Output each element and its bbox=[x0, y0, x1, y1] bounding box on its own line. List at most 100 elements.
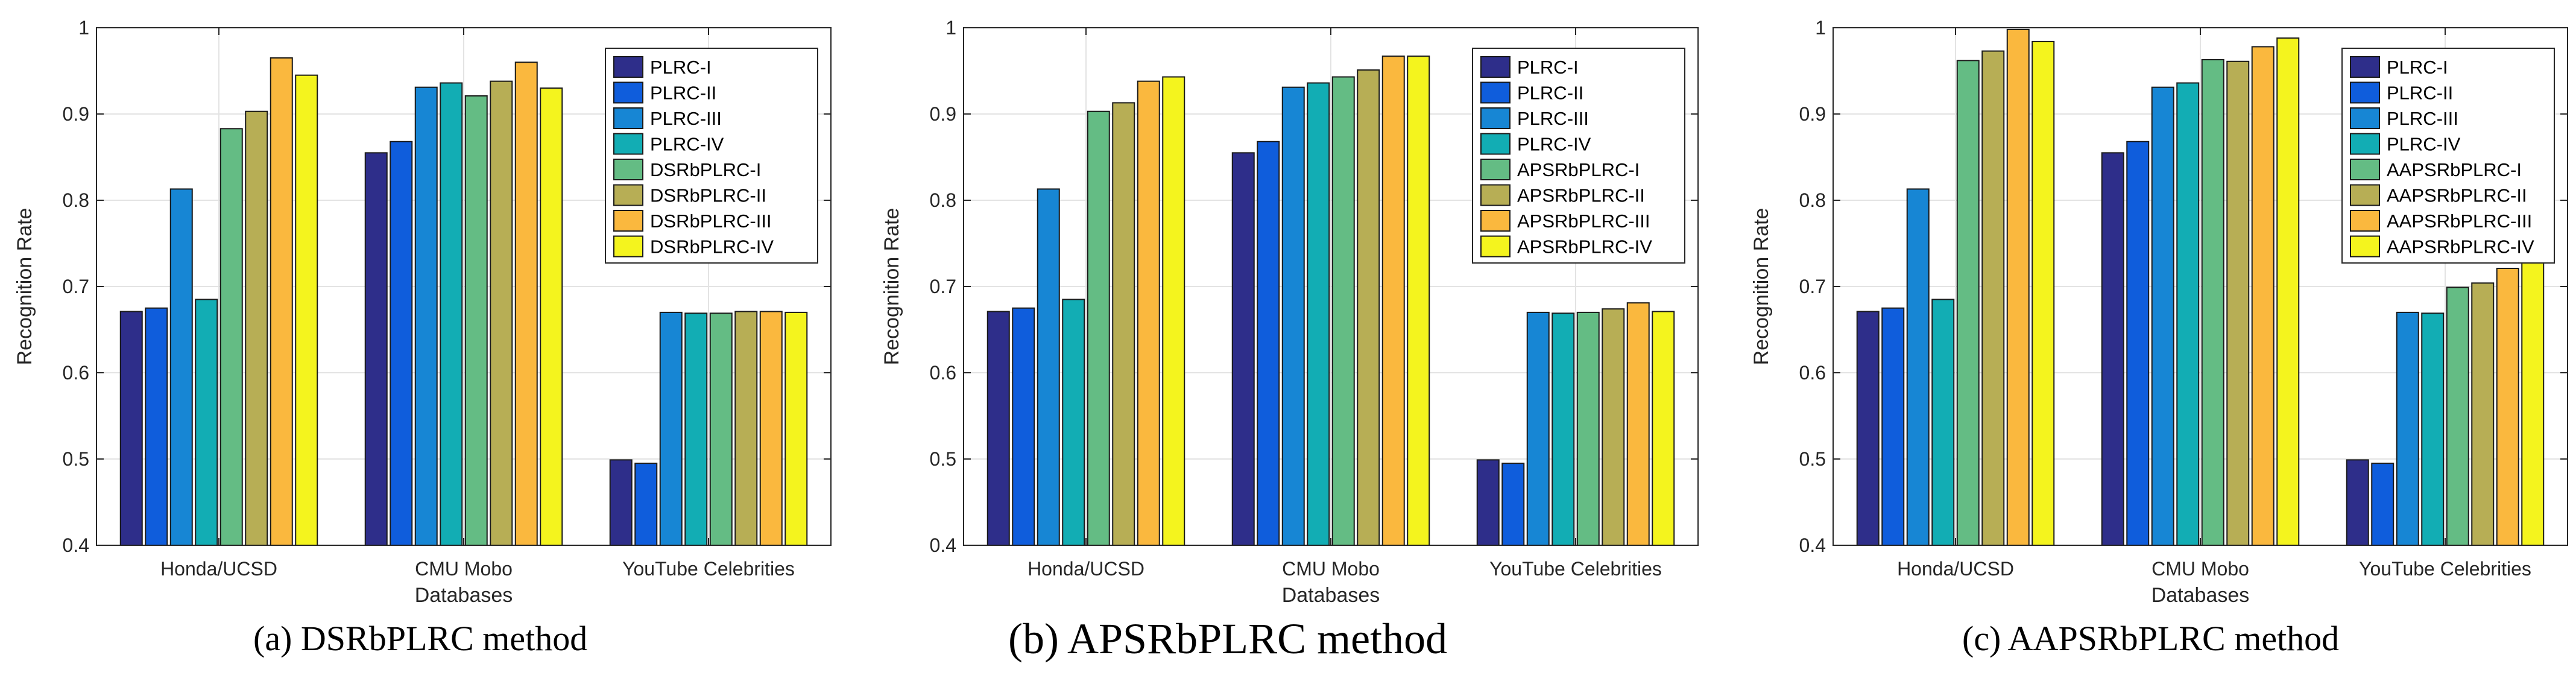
y-tick-label: 0.4 bbox=[63, 534, 89, 556]
legend-label: PLRC-III bbox=[1517, 108, 1589, 129]
legend-label: PLRC-II bbox=[2387, 83, 2453, 104]
y-tick-label: 0.5 bbox=[1799, 448, 1826, 470]
x-tick-label: YouTube Celebrities bbox=[622, 558, 795, 580]
legend-swatch bbox=[613, 159, 643, 180]
legend-swatch bbox=[2350, 210, 2380, 232]
bar bbox=[609, 459, 633, 546]
bar bbox=[1381, 55, 1405, 546]
legend-swatch bbox=[1480, 210, 1511, 232]
legend-label: PLRC-IV bbox=[1517, 134, 1591, 155]
bar bbox=[2006, 28, 2030, 546]
y-tick-label: 0.8 bbox=[930, 189, 956, 211]
x-tick-label: Honda/UCSD bbox=[1897, 558, 2014, 580]
bar bbox=[1856, 311, 1880, 546]
bar bbox=[1307, 82, 1330, 546]
bar bbox=[295, 74, 318, 546]
y-tick-label: 0.6 bbox=[930, 362, 956, 384]
y-axis-label: Recognition Rate bbox=[880, 208, 903, 366]
legend-label: APSRbPLRC-III bbox=[1517, 211, 1650, 232]
y-tick-label: 0.9 bbox=[930, 103, 956, 125]
x-tick-label: YouTube Celebrities bbox=[2359, 558, 2531, 580]
bar bbox=[1981, 50, 2005, 546]
bar bbox=[2521, 259, 2545, 546]
y-tick-label: 0.9 bbox=[1799, 103, 1826, 125]
chart-panel-1: 0.4 0.5 0.6 0.7 0.8 0.9 1 Honda/UCSD CMU Mobo You… bbox=[13, 17, 832, 607]
bar bbox=[514, 62, 538, 546]
y-tick-label: 1 bbox=[945, 17, 956, 39]
legend-swatch bbox=[2350, 133, 2380, 155]
legend-swatch bbox=[613, 81, 643, 104]
legend-swatch bbox=[2350, 107, 2380, 129]
legend-label: PLRC-III bbox=[2387, 108, 2458, 129]
legend-label: AAPSRbPLRC-II bbox=[2387, 185, 2527, 206]
bar bbox=[219, 128, 243, 546]
y-tick-label: 0.4 bbox=[1799, 534, 1826, 556]
bar bbox=[1906, 188, 1930, 546]
bar bbox=[1956, 60, 1980, 546]
y-tick-label: 0.7 bbox=[930, 276, 956, 297]
bar bbox=[1931, 299, 1955, 546]
bar bbox=[1231, 152, 1255, 546]
bar bbox=[734, 311, 758, 546]
bar bbox=[759, 311, 783, 546]
y-tick-label: 1 bbox=[1815, 17, 1826, 39]
bar bbox=[2371, 463, 2394, 546]
bar bbox=[784, 311, 808, 546]
bar bbox=[1501, 463, 1525, 546]
y-axis-label: Recognition Rate bbox=[1750, 208, 1773, 366]
bar bbox=[490, 80, 513, 546]
legend-swatch bbox=[1480, 81, 1511, 104]
bar bbox=[1626, 302, 1650, 546]
bar bbox=[2101, 152, 2124, 546]
legend-label: DSRbPLRC-III bbox=[650, 211, 772, 232]
legend-swatch bbox=[1480, 107, 1511, 129]
x-tick-label: Honda/UCSD bbox=[160, 558, 277, 580]
x-tick-label: Honda/UCSD bbox=[1028, 558, 1144, 580]
bar bbox=[195, 299, 218, 546]
y-tick-label: 0.8 bbox=[63, 189, 89, 211]
y-tick-label: 0.6 bbox=[1799, 362, 1826, 384]
bar bbox=[2201, 59, 2224, 546]
legend-swatch bbox=[2350, 159, 2380, 180]
legend-swatch bbox=[613, 133, 643, 155]
x-tick-label: YouTube Celebrities bbox=[1489, 558, 1662, 580]
bar bbox=[2031, 40, 2055, 546]
bar bbox=[2346, 459, 2369, 546]
caption-b: (b) APSRbPLRC method bbox=[1008, 615, 1448, 663]
bar bbox=[464, 95, 488, 546]
legend-label: PLRC-I bbox=[2387, 57, 2448, 78]
bar bbox=[1037, 188, 1060, 546]
bar bbox=[2176, 82, 2200, 546]
bar bbox=[1137, 80, 1160, 546]
bar bbox=[659, 311, 683, 546]
legend-label: AAPSRbPLRC-III bbox=[2387, 211, 2532, 232]
legend-label: PLRC-I bbox=[650, 57, 712, 78]
caption-c: (c) AAPSRbPLRC method bbox=[1962, 619, 2340, 658]
legend-swatch bbox=[2350, 184, 2380, 206]
y-tick-label: 0.7 bbox=[1799, 276, 1826, 297]
legend-label: APSRbPLRC-IV bbox=[1517, 236, 1652, 258]
bar bbox=[169, 188, 193, 546]
legend-swatch bbox=[2350, 56, 2380, 78]
legend-label: AAPSRbPLRC-I bbox=[2387, 159, 2522, 180]
y-tick-label: 0.6 bbox=[63, 362, 89, 384]
bar bbox=[440, 82, 463, 546]
bar bbox=[364, 152, 388, 546]
x-axis-label: Databases bbox=[415, 584, 513, 607]
bar bbox=[2226, 60, 2250, 546]
y-tick-label: 1 bbox=[78, 17, 89, 39]
bar bbox=[1476, 459, 1500, 546]
bar bbox=[145, 307, 168, 546]
x-axis-label: Databases bbox=[2151, 584, 2250, 607]
bar bbox=[1112, 102, 1135, 546]
y-tick-label: 0.4 bbox=[930, 534, 956, 556]
bar bbox=[2251, 46, 2275, 546]
bar bbox=[2496, 267, 2519, 546]
bar bbox=[2276, 37, 2300, 546]
legend-label: PLRC-I bbox=[1517, 57, 1579, 78]
y-tick-label: 0.7 bbox=[63, 276, 89, 297]
bar bbox=[1552, 312, 1575, 546]
y-tick-label: 0.5 bbox=[930, 448, 956, 470]
bar bbox=[414, 86, 438, 546]
legend-swatch bbox=[1480, 56, 1511, 78]
